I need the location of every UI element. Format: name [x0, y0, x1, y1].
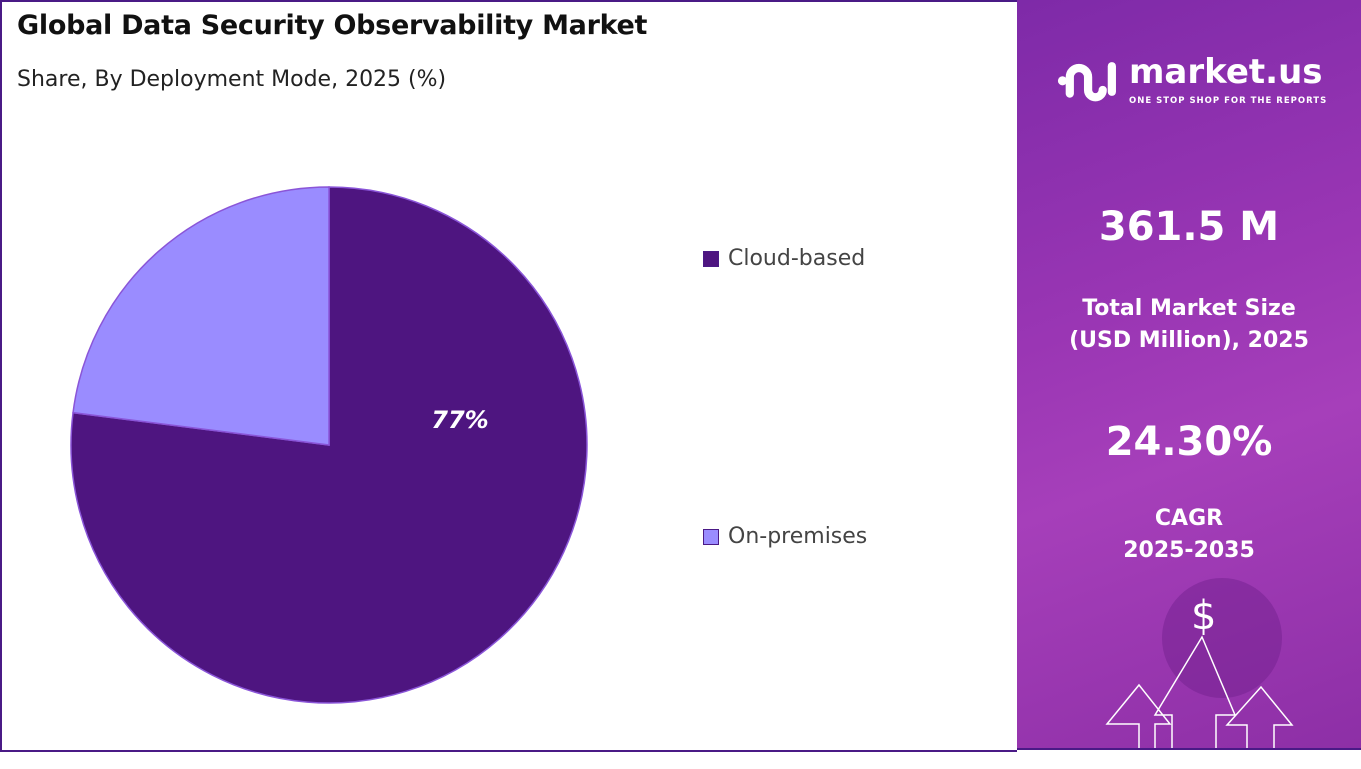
logo-tagline: ONE STOP SHOP FOR THE REPORTS — [1129, 95, 1328, 106]
market-us-logo: market.us ONE STOP SHOP FOR THE REPORTS — [1057, 52, 1327, 107]
legend-label: On-premises — [728, 524, 868, 549]
chart-title: Global Data Security Observability Marke… — [17, 10, 648, 41]
legend-item-cloud-based: Cloud-based — [703, 246, 865, 271]
logo-name: market.us — [1129, 52, 1323, 92]
market-size-label: Total Market Size — [1082, 296, 1296, 321]
coffee-cup-decoration — [1162, 578, 1282, 698]
pie-chart: 77% — [70, 186, 588, 704]
cagr-value: 24.30% — [1105, 419, 1273, 465]
market-size-value: 361.5 M — [1098, 204, 1280, 250]
cagr-period: 2025-2035 — [1123, 538, 1255, 563]
market-size-label-year: (USD Million), 2025 — [1069, 328, 1309, 353]
legend-swatch — [703, 528, 719, 545]
pie-slice-on-premises — [72, 186, 330, 446]
legend-swatch — [703, 250, 719, 267]
logo-icon — [1057, 62, 1116, 102]
legend-label: Cloud-based — [728, 246, 866, 271]
cagr-label: CAGR — [1154, 506, 1224, 531]
data-label: 77% — [431, 406, 488, 434]
chart-frame — [0, 0, 1017, 752]
growth-arrows-icon — [1105, 635, 1294, 748]
legend-item-on-premises: On-premises — [703, 524, 867, 549]
summary-panel: market.us ONE STOP SHOP FOR THE REPORTS … — [1017, 0, 1361, 750]
dollar-icon: $ — [1191, 593, 1217, 639]
chart-subtitle: Share, By Deployment Mode, 2025 (%) — [17, 67, 447, 92]
